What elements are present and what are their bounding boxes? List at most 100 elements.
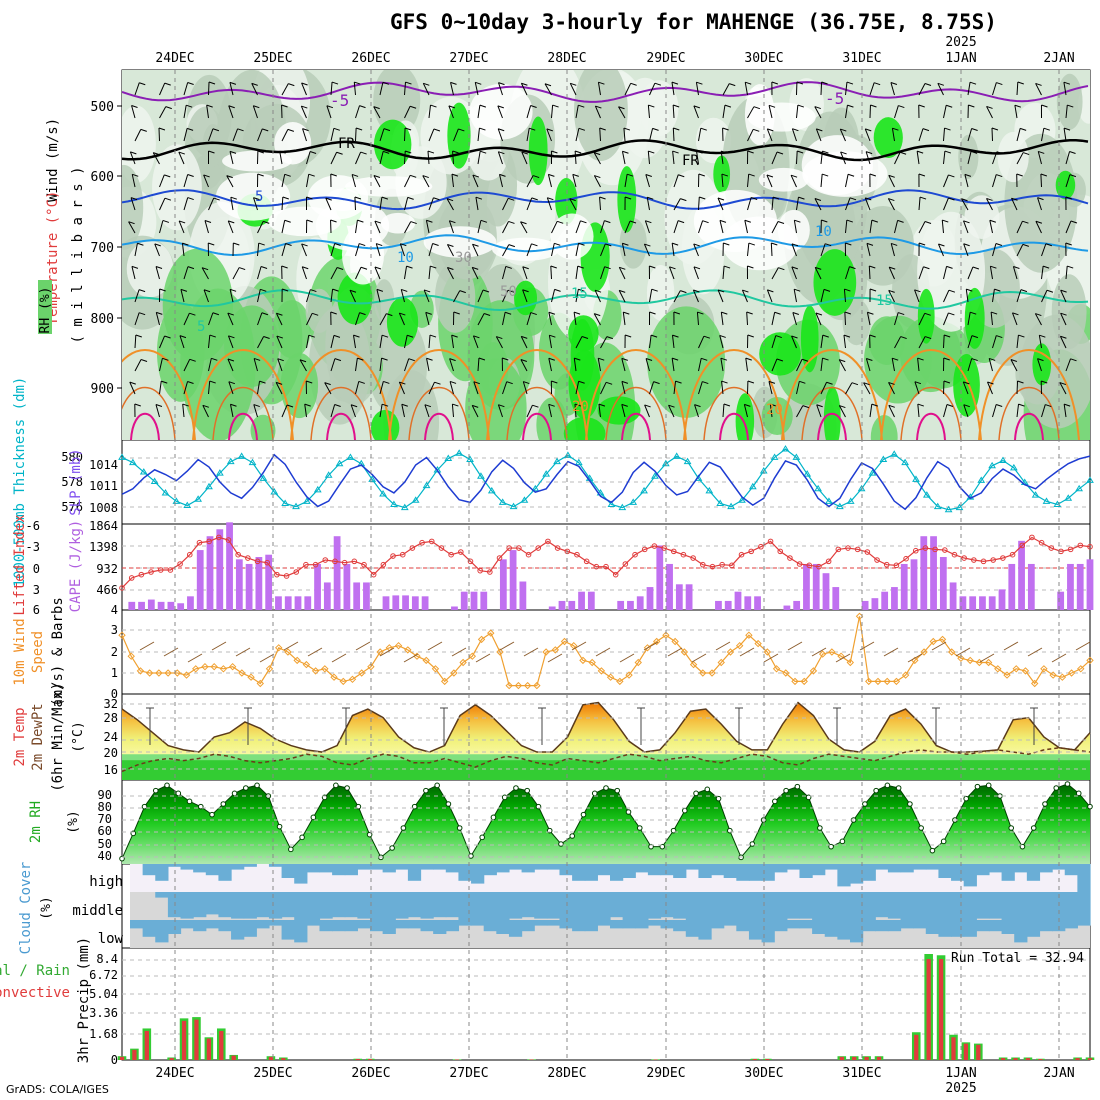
lifted-index-point (235, 551, 241, 558)
wind-barb-flag (1023, 152, 1030, 156)
cloud-bar-high (925, 864, 940, 870)
cloud-bar-middle (622, 892, 636, 920)
cape-bar (509, 550, 517, 610)
precip-convective-bar (355, 1058, 360, 1060)
y-tick-label: 900 (91, 382, 114, 397)
wind-barb-flag (822, 357, 829, 361)
cloud-bar-low (1026, 920, 1041, 937)
wind-barb (791, 128, 797, 142)
rh-dry-patch (693, 189, 777, 252)
wind-barb-flag (717, 197, 725, 201)
wind-barb (698, 196, 700, 211)
cape-bar (881, 591, 889, 610)
cape-bar (245, 563, 253, 610)
rh-point (974, 783, 981, 790)
lifted-index-point (680, 551, 687, 558)
wind-barb-flag (946, 265, 953, 269)
wind-barb-flag (261, 312, 269, 316)
wind-barb (865, 151, 871, 165)
wind-barb (840, 151, 846, 165)
wind-barb (1016, 244, 1024, 257)
wind-barb (963, 220, 969, 234)
wind-barb-flag (989, 219, 996, 223)
wind-barb-flag (237, 128, 244, 132)
wind-barb (446, 198, 454, 211)
wind-barb-flag (209, 380, 216, 384)
wind-barb-flag (424, 404, 432, 408)
wind-barb (521, 151, 528, 165)
wind-barb-10m (883, 647, 899, 657)
wind-barb-flag (899, 151, 907, 155)
wind-barb-flag (574, 403, 582, 407)
wind-barb-flag (522, 266, 529, 270)
lifted-index-point (399, 551, 406, 558)
wind-barb (355, 312, 361, 326)
wind-barb-flag (1037, 197, 1044, 201)
wind-speed-point (828, 648, 836, 656)
wind-speed-point (182, 671, 191, 679)
lifted-index-point (535, 545, 542, 551)
wind-barb (820, 382, 828, 395)
wind-barb-flag (594, 175, 601, 179)
wind-barb-flag (1016, 173, 1023, 177)
wind-speed-point (818, 650, 827, 658)
isotherm-10 (122, 234, 1089, 257)
wind-barb-flag (430, 104, 437, 108)
y-title-celsius: (°C) (71, 721, 86, 752)
wind-barb-flag (130, 151, 137, 155)
rh-dry-patch (758, 167, 809, 192)
lifted-index-point (525, 551, 532, 558)
wind-speed-point (846, 658, 855, 667)
wind-barb-flag (767, 289, 774, 293)
wind-speed-point (404, 646, 412, 654)
rh-point (445, 801, 452, 807)
wind-barb (747, 197, 752, 211)
precip-convective-bar (194, 1019, 199, 1060)
wind-barb-flag (276, 335, 283, 339)
rh-point (580, 811, 587, 818)
wind-barb-flag (508, 220, 515, 224)
wind-barb (624, 83, 632, 96)
wind-barb-flag (186, 104, 193, 108)
wind-barb (159, 82, 166, 96)
precip-convective-bar (1075, 1058, 1080, 1060)
wind-barb-flag (971, 358, 978, 362)
wind-barb (792, 312, 797, 326)
thickness-point (455, 449, 464, 456)
wind-barb-flag (814, 106, 821, 110)
thickness-point (379, 490, 387, 497)
wind-barb (646, 197, 650, 211)
wind-barb (428, 382, 435, 395)
wind-barb (330, 335, 335, 349)
li-tick: 0 (33, 562, 40, 576)
wind-barb-flag (678, 174, 685, 178)
wind-barb-flag (604, 220, 611, 224)
cloud-bar-high (635, 864, 649, 873)
wind-speed-point (597, 667, 606, 675)
wind-barb-flag (991, 127, 999, 131)
wind-barb (202, 405, 209, 418)
lifted-index-point (709, 563, 716, 570)
rh-point (625, 809, 632, 815)
rh-blob-bright (568, 315, 599, 352)
wind-barb-flag (281, 104, 288, 108)
precip-convective-bar (454, 1059, 460, 1060)
wind-barb-flag (989, 357, 996, 361)
wind-barb (404, 106, 411, 119)
wind-barb-flag (888, 381, 895, 385)
wind-barb (1040, 173, 1042, 188)
cloud-bar-low (458, 920, 472, 926)
wind-barb-flag (430, 265, 437, 269)
wind-barb (890, 82, 895, 96)
wind-barb-flag (407, 334, 414, 338)
cape-bar (196, 550, 204, 610)
wind-barb-flag (499, 173, 506, 177)
wind-barb-flag (333, 334, 341, 338)
lifted-index-point (835, 546, 842, 553)
wind-barb-flag (498, 404, 505, 408)
cloud-bar-high (1039, 864, 1053, 873)
cloud-bar-middle (559, 892, 573, 920)
cloud-bar-middle (887, 892, 902, 919)
wind-barb (593, 175, 601, 188)
